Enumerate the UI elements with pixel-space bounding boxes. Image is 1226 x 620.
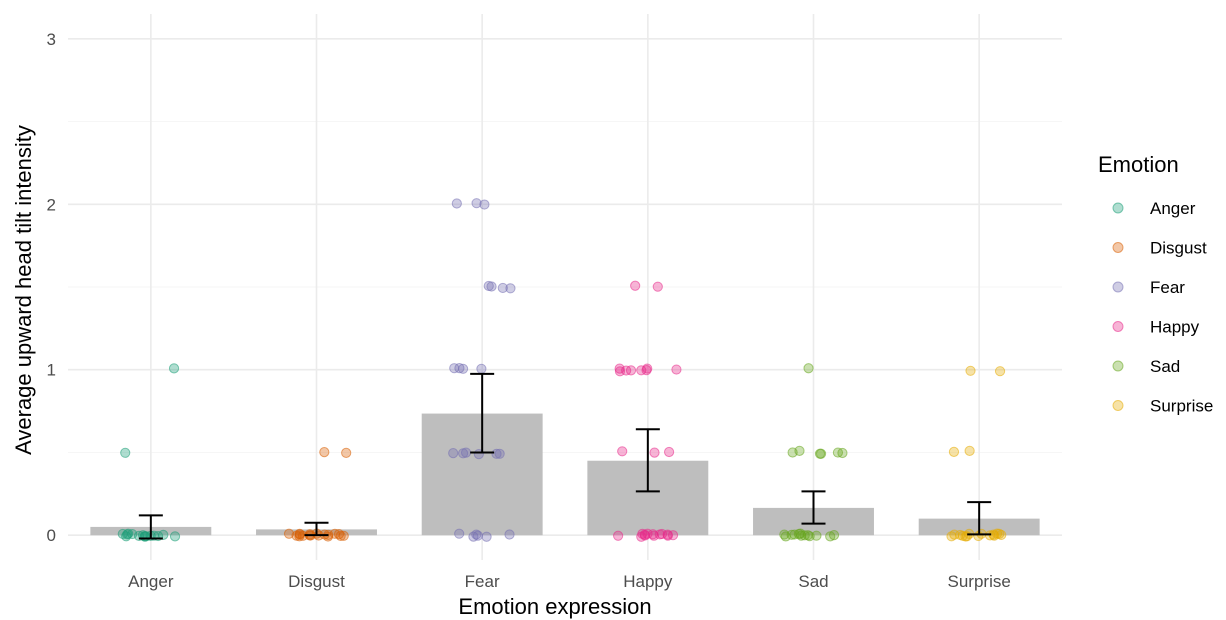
- data-point: [341, 447, 352, 459]
- data-point: [636, 365, 647, 376]
- legend-label: Disgust: [1150, 239, 1207, 258]
- data-point: [158, 529, 169, 540]
- data-point: [491, 448, 502, 459]
- data-point: [795, 528, 806, 539]
- data-point: [121, 531, 132, 542]
- data-point: [497, 282, 508, 294]
- data-point: [803, 363, 814, 374]
- data-point: [671, 364, 682, 375]
- data-point: [471, 529, 482, 540]
- data-point: [120, 447, 131, 458]
- data-point: [649, 447, 660, 458]
- data-point: [319, 447, 330, 458]
- data-point: [483, 280, 494, 292]
- grid: [68, 14, 1062, 560]
- data-point: [494, 448, 505, 459]
- y-tick-label: 2: [47, 195, 56, 214]
- legend-label: Happy: [1150, 318, 1200, 337]
- data-point: [448, 447, 459, 459]
- legend-key: [1112, 202, 1124, 214]
- jitter-points: [117, 198, 1007, 542]
- x-axis-ticks: Anger Disgust Fear Happy Sad Surprise: [128, 572, 1011, 591]
- data-point: [946, 531, 957, 542]
- data-point: [505, 283, 516, 294]
- data-point: [996, 529, 1007, 541]
- data-point: [794, 445, 805, 456]
- data-point: [168, 363, 180, 374]
- x-axis-title: Emotion expression: [458, 594, 651, 619]
- data-point: [283, 528, 295, 539]
- legend-label: Sad: [1150, 357, 1180, 376]
- data-point: [815, 448, 827, 459]
- legend-key: [1112, 281, 1124, 293]
- legend-title: Emotion: [1098, 152, 1179, 177]
- legend-key: [1112, 242, 1124, 253]
- data-point: [476, 363, 487, 374]
- data-point: [504, 529, 515, 540]
- data-point: [641, 365, 652, 376]
- data-point: [335, 530, 346, 542]
- data-point: [802, 530, 814, 541]
- x-tick-label: Surprise: [948, 572, 1011, 591]
- data-point: [837, 447, 848, 459]
- data-point: [613, 530, 624, 541]
- y-axis-ticks: 0 1 2 3: [47, 30, 56, 545]
- x-tick-label: Fear: [465, 572, 500, 591]
- data-point: [139, 531, 150, 542]
- data-point: [471, 198, 482, 209]
- legend-label: Surprise: [1150, 397, 1213, 416]
- legend-label: Fear: [1150, 278, 1185, 297]
- data-point: [454, 363, 465, 374]
- data-point: [652, 281, 663, 292]
- data-point: [965, 365, 976, 376]
- data-point: [451, 198, 462, 209]
- data-point: [458, 448, 469, 459]
- data-point: [621, 365, 632, 376]
- y-tick-label: 1: [47, 361, 56, 380]
- data-point: [449, 363, 460, 374]
- data-point: [479, 199, 490, 210]
- data-point: [639, 530, 651, 541]
- legend-key: [1112, 321, 1124, 332]
- data-point: [654, 529, 665, 540]
- data-point: [338, 530, 349, 541]
- x-tick-label: Anger: [128, 572, 174, 591]
- data-point: [127, 528, 138, 540]
- y-tick-label: 0: [47, 526, 56, 545]
- legend-key: [1112, 360, 1124, 372]
- data-point: [949, 529, 960, 540]
- data-point: [472, 530, 483, 541]
- data-point: [662, 529, 673, 540]
- x-tick-label: Disgust: [288, 572, 345, 591]
- data-point: [294, 528, 305, 539]
- y-tick-label: 3: [47, 30, 56, 49]
- data-point: [994, 366, 1006, 377]
- data-point: [630, 280, 641, 291]
- data-point: [481, 531, 492, 542]
- error-bars: [138, 372, 992, 540]
- x-tick-label: Sad: [798, 572, 828, 591]
- y-axis-title: Average upward head tilt intensity: [11, 125, 36, 455]
- data-point: [663, 446, 675, 458]
- data-point: [667, 530, 679, 541]
- x-tick-label: Happy: [623, 572, 673, 591]
- legend-label: Anger: [1150, 199, 1196, 218]
- legend-key: [1112, 400, 1124, 411]
- data-point: [617, 446, 628, 457]
- data-point: [454, 528, 465, 539]
- bars: [90, 413, 1040, 536]
- legend: Emotion Anger Disgust Fear Happy Sad Surprise: [1098, 152, 1213, 416]
- data-point: [169, 531, 181, 542]
- data-point: [948, 446, 960, 457]
- data-point: [779, 529, 790, 540]
- data-point: [964, 445, 975, 456]
- data-point: [960, 531, 971, 542]
- data-point: [828, 530, 840, 541]
